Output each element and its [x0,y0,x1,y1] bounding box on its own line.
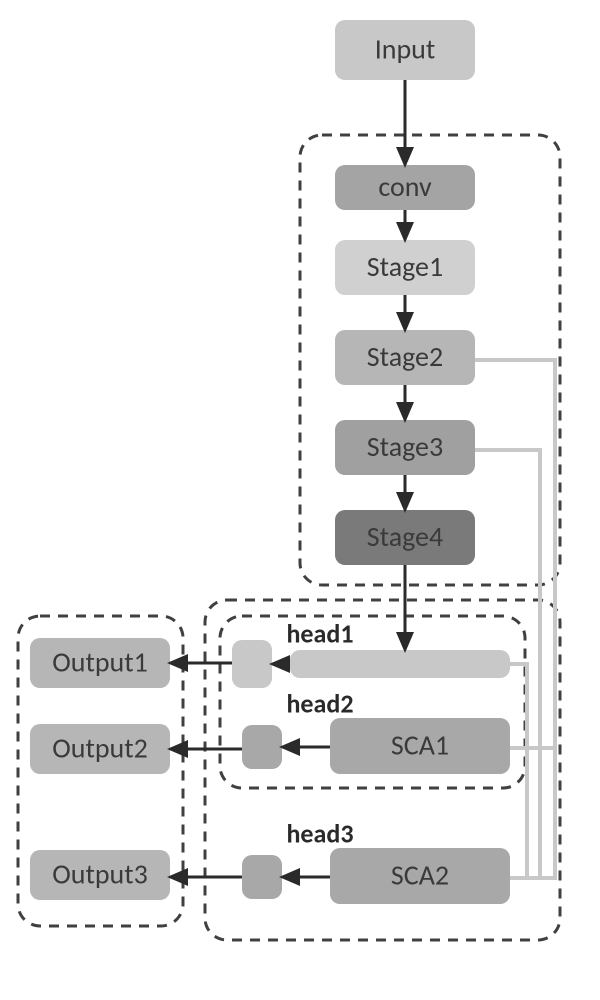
node-label-stage1: Stage1 [367,249,443,284]
skip-connector-0 [475,360,555,748]
head-label-head3: head3 [286,817,353,849]
skip-connector-5 [510,664,527,878]
node-label-out3: Output3 [52,857,148,892]
node-label-input: Input [375,32,436,67]
node-h1bar [290,650,510,678]
node-label-sca2: SCA2 [391,858,449,893]
node-label-stage4: Stage4 [367,519,443,554]
node-h3small [242,855,282,899]
node-h2small [242,725,282,769]
head-label-head1: head1 [286,617,353,649]
node-label-out2: Output2 [52,731,148,766]
node-label-sca1: SCA1 [391,728,449,763]
node-label-stage3: Stage3 [367,429,443,464]
head-label-head2: head2 [286,687,353,719]
node-label-out1: Output1 [52,645,148,680]
node-label-stage2: Stage2 [367,339,443,374]
node-label-conv: conv [378,169,432,204]
node-h1small [232,640,272,688]
